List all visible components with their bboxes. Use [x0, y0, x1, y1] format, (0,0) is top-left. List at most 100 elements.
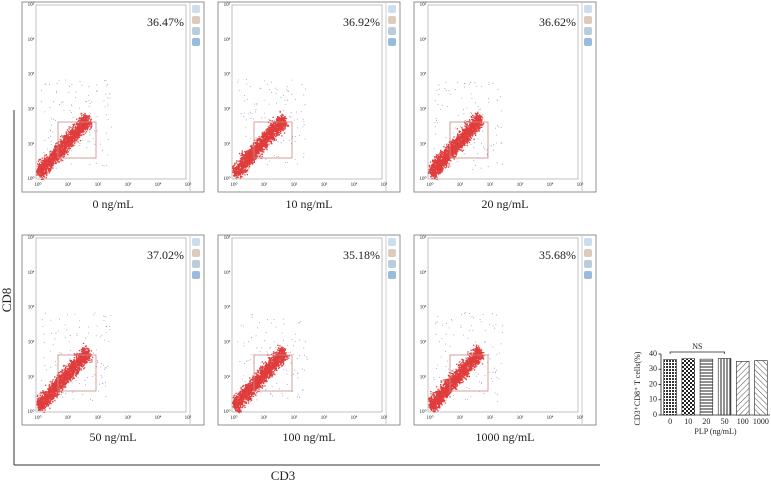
y-tick-label: 10⁵ — [224, 2, 231, 8]
panels: 10⁰10⁰10¹10¹10²10²10³10³10⁴10⁴10⁵10⁵36.4… — [21, 1, 597, 444]
tool-icon — [388, 16, 396, 24]
y-tick-label: 10⁵ — [28, 235, 35, 241]
tool-icon — [584, 16, 592, 24]
y-tick-label: 0 — [653, 410, 657, 419]
y-tick-label: 10¹ — [224, 141, 231, 147]
y-tick-label: 10³ — [224, 72, 231, 78]
y-tick-label: 10 — [649, 395, 657, 404]
x-tick-label: 10² — [95, 182, 102, 188]
x-tick-label: 10² — [95, 415, 102, 421]
x-tick-label: 10⁰ — [230, 415, 237, 421]
x-tick-label: 10⁴ — [547, 182, 554, 188]
bar — [754, 360, 768, 416]
gate-percent: 37.02% — [147, 248, 184, 262]
x-tick-label: 10⁰ — [34, 415, 41, 421]
tool-icon — [584, 38, 592, 46]
plot-area — [231, 237, 383, 413]
y-tick-label: 10² — [224, 107, 231, 113]
x-tick-label: 10¹ — [261, 415, 268, 421]
x-tick-label: 10⁰ — [230, 182, 237, 188]
y-tick-label: 10⁴ — [420, 37, 427, 43]
x-tick-label: 10 — [684, 417, 692, 426]
x-tick-label: 10⁴ — [547, 415, 554, 421]
panel-label: 10 ng/mL — [286, 197, 333, 211]
x-tick-label: 10² — [291, 415, 298, 421]
tool-icon — [192, 249, 200, 257]
gate-percent: 36.92% — [343, 15, 380, 29]
x-tick-label: 10² — [487, 182, 494, 188]
x-tick-label: 10⁵ — [577, 415, 584, 421]
y-tick-label: 10² — [420, 107, 427, 113]
tool-icon — [192, 27, 200, 35]
x-tick-label: 10³ — [321, 415, 328, 421]
x-tick-label: 10¹ — [261, 182, 268, 188]
y-tick-label: 10⁰ — [27, 176, 34, 182]
y-tick-label: 10⁴ — [224, 37, 231, 43]
y-tick-label: 10⁰ — [223, 176, 230, 182]
x-tick-label: 10⁵ — [577, 182, 584, 188]
y-tick-label: 10⁵ — [420, 235, 427, 241]
x-tick-label: 1000 — [753, 417, 769, 426]
tool-icon — [388, 271, 396, 279]
y-tick-label: 10¹ — [224, 374, 231, 380]
x-tick-label: 10³ — [321, 182, 328, 188]
x-tick-label: 10¹ — [457, 182, 464, 188]
x-tick-label: 10⁴ — [155, 182, 162, 188]
x-axis-label: CD3 — [271, 468, 296, 481]
y-tick-label: 10³ — [420, 305, 427, 311]
tool-icon — [388, 27, 396, 35]
y-tick-label: 10⁵ — [28, 2, 35, 8]
gate-percent: 36.62% — [539, 15, 576, 29]
panel-label: 0 ng/mL — [93, 197, 134, 211]
y-axis-label: CD8 — [0, 288, 14, 313]
x-tick-label: 10² — [487, 415, 494, 421]
plot-area — [35, 4, 187, 180]
x-axis-label: PLP (ng/mL) — [694, 427, 736, 436]
bar — [681, 358, 695, 416]
y-tick-label: 40 — [649, 349, 657, 358]
y-tick-label: 10¹ — [28, 374, 35, 380]
events — [232, 344, 290, 414]
panel-frame — [21, 1, 205, 193]
x-tick-label: 10³ — [517, 415, 524, 421]
gate-percent: 35.18% — [343, 248, 380, 262]
x-tick-label: 0 — [668, 417, 672, 426]
tool-icon — [192, 5, 200, 13]
tool-icon — [192, 38, 200, 46]
gate — [449, 354, 489, 392]
tool-icon — [584, 27, 592, 35]
events — [36, 342, 94, 413]
gate — [253, 121, 293, 159]
x-tick-label: 10² — [291, 182, 298, 188]
x-tick-label: 10⁴ — [351, 415, 358, 421]
x-tick-label: 10⁰ — [426, 182, 433, 188]
x-tick-label: 10⁵ — [381, 182, 388, 188]
y-tick-label: 10² — [420, 340, 427, 346]
bar — [717, 358, 732, 416]
x-tick-label: 20 — [702, 417, 710, 426]
y-tick-label: 20 — [649, 379, 657, 388]
tool-icon — [584, 249, 592, 257]
y-tick-label: 10⁰ — [419, 409, 426, 415]
tool-icon — [192, 238, 200, 246]
x-tick-label: 10⁴ — [351, 182, 358, 188]
x-tick-label: 10⁴ — [155, 415, 162, 421]
tool-icon — [584, 238, 592, 246]
x-tick-label: 10¹ — [65, 415, 72, 421]
x-tick-label: 10³ — [517, 182, 524, 188]
y-tick-label: 10⁴ — [224, 270, 231, 276]
y-tick-label: 10² — [224, 340, 231, 346]
tool-icon — [192, 271, 200, 279]
x-tick-label: 10³ — [125, 182, 132, 188]
y-tick-label: 10³ — [420, 72, 427, 78]
panel-label: 1000 ng/mL — [476, 430, 535, 444]
gate — [57, 354, 97, 392]
x-tick-label: 10¹ — [457, 415, 464, 421]
plot-area — [427, 4, 579, 180]
y-tick-label: 10³ — [224, 305, 231, 311]
y-tick-label: 10⁵ — [420, 2, 427, 8]
